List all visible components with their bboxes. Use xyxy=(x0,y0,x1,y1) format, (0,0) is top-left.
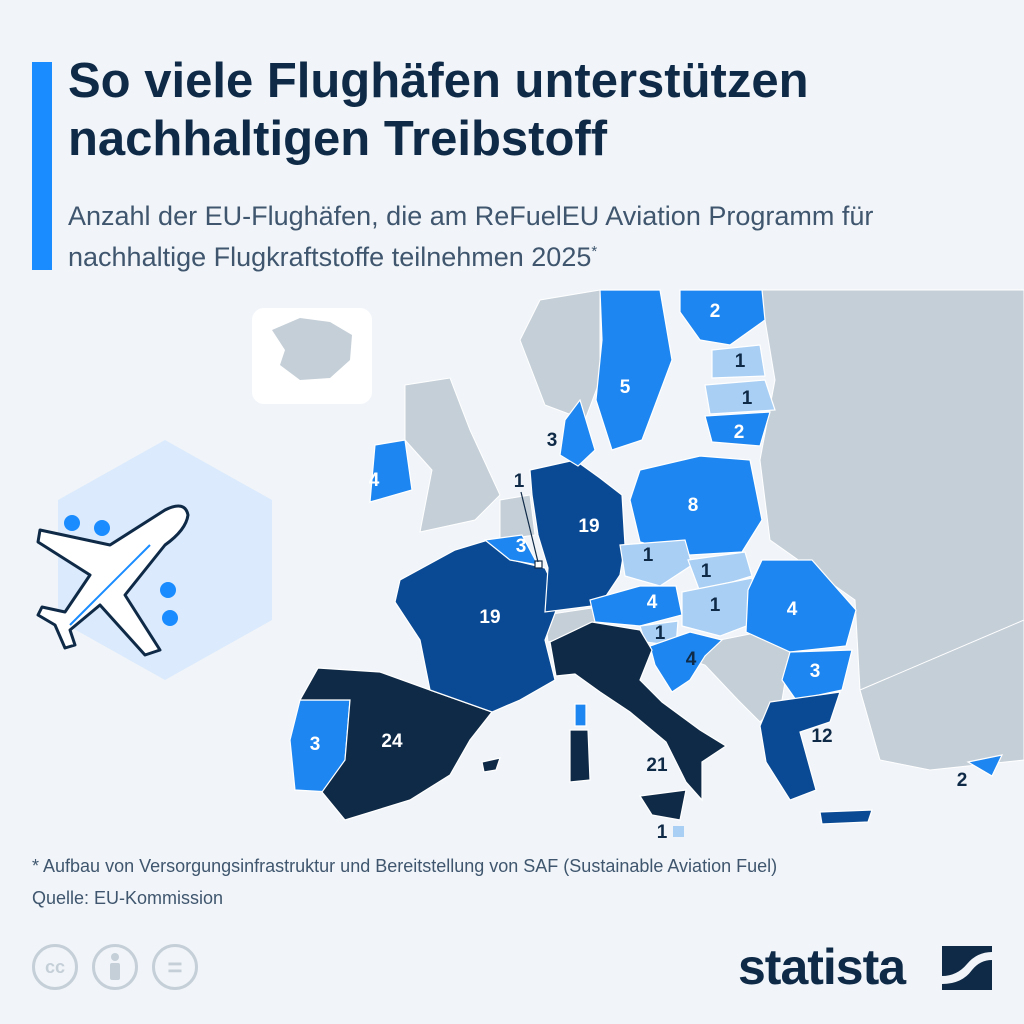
accent-bar xyxy=(32,62,52,270)
iceland-shape xyxy=(272,318,352,380)
logo-wave-icon xyxy=(942,952,992,984)
subtitle: Anzahl der EU-Flughäfen, die am ReFuelEU… xyxy=(68,198,1008,275)
region-latvia xyxy=(704,379,776,415)
region-luxembourg xyxy=(534,560,543,569)
label-france: 19 xyxy=(479,607,500,628)
eq-text: = xyxy=(167,951,183,982)
norway xyxy=(519,289,601,421)
label-czechia: 1 xyxy=(643,545,654,566)
region-balearics xyxy=(481,757,501,773)
airplane-icon xyxy=(36,504,190,657)
region-czechia xyxy=(619,539,693,587)
label-germany: 19 xyxy=(578,516,599,537)
uk xyxy=(404,377,501,533)
label-luxembourg: 1 xyxy=(514,471,525,492)
label-estonia: 1 xyxy=(735,351,746,372)
label-hungary: 1 xyxy=(710,595,721,616)
statista-logo-mark xyxy=(942,946,992,990)
label-finland: 2 xyxy=(710,301,721,322)
cc-license-icon[interactable]: cc xyxy=(32,944,78,990)
region-corsica xyxy=(574,703,587,727)
region-greece xyxy=(759,691,841,801)
region-sardinia xyxy=(569,729,591,783)
label-belgium: 3 xyxy=(516,536,527,557)
region-germany xyxy=(529,459,626,613)
source: Quelle: EU-Kommission xyxy=(32,888,224,908)
label-malta: 1 xyxy=(657,822,668,843)
label-latvia: 1 xyxy=(742,388,753,409)
label-greece: 12 xyxy=(811,726,832,747)
region-ireland xyxy=(369,439,413,503)
page-title: So viele Flughäfen unterstützen nachhalt… xyxy=(68,54,809,166)
region-lithuania xyxy=(704,411,771,447)
label-ireland: 4 xyxy=(369,470,380,491)
region-romania xyxy=(745,559,857,653)
label-poland: 8 xyxy=(688,495,699,516)
cc-text: cc xyxy=(44,956,66,977)
subtitle-text: Anzahl der EU-Flughäfen, die am ReFuelEU… xyxy=(68,201,874,272)
label-italy: 21 xyxy=(646,755,668,776)
region-cyprus xyxy=(966,754,1004,777)
region-hungary xyxy=(681,577,763,637)
label-slovenia: 1 xyxy=(655,623,666,644)
region-denmark xyxy=(559,398,596,467)
label-austria: 4 xyxy=(647,592,658,613)
attribution-icon[interactable] xyxy=(92,944,138,990)
label-croatia: 4 xyxy=(686,649,697,670)
label-spain: 24 xyxy=(381,731,403,752)
region-crete xyxy=(819,809,873,825)
label-portugal: 3 xyxy=(310,734,321,755)
region-sicily xyxy=(638,789,687,821)
label-bulgaria: 3 xyxy=(810,661,821,682)
label-slovakia: 1 xyxy=(701,561,712,582)
statista-logo: statista xyxy=(738,939,906,995)
label-sweden: 5 xyxy=(620,377,631,398)
region-estonia xyxy=(711,344,766,379)
region-sweden xyxy=(595,289,673,451)
label-lithuania: 2 xyxy=(734,422,745,443)
region-slovakia xyxy=(687,551,753,593)
footnote: * Aufbau von Versorgungsinfrastruktur un… xyxy=(32,856,778,876)
region-croatia xyxy=(649,631,724,693)
region-finland xyxy=(679,289,766,346)
region-malta xyxy=(673,826,684,837)
netherlands xyxy=(499,494,536,541)
label-romania: 4 xyxy=(787,599,798,620)
label-cyprus: 2 xyxy=(957,770,968,791)
region-italy xyxy=(549,621,728,802)
luxembourg-callout xyxy=(520,491,539,563)
no-derivatives-icon[interactable]: = xyxy=(152,944,198,990)
footnote-mark: * xyxy=(591,243,598,260)
label-denmark: 3 xyxy=(547,430,558,451)
person-icon xyxy=(110,953,120,980)
